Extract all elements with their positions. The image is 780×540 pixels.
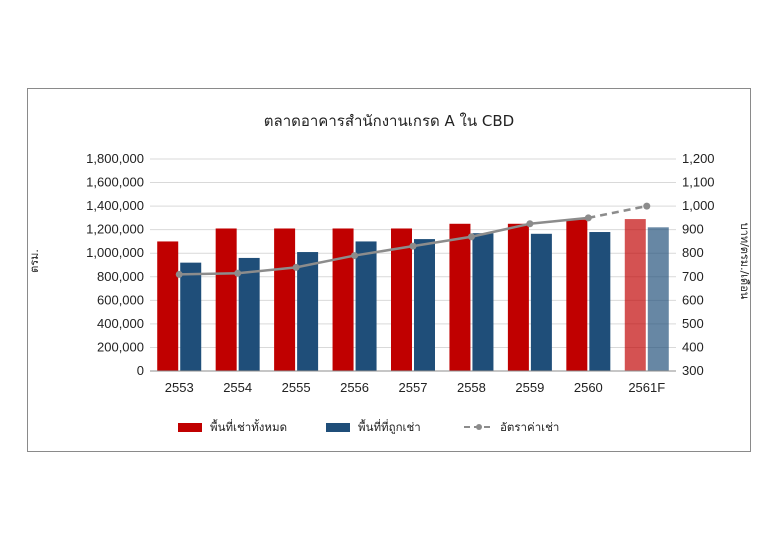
chart-frame: ตลาดอาคารสำนักงานเกรด A ใน CBD 0 200,000 4… <box>27 88 751 452</box>
rent-line-solid <box>179 216 589 276</box>
bar-total-area <box>274 228 296 371</box>
rent-point <box>584 214 592 222</box>
x-tick-label: 2557 <box>399 380 428 395</box>
bar-total-area <box>624 219 646 371</box>
y2-tick-label: 300 <box>682 363 704 378</box>
y2-tick-label: 1,100 <box>682 175 715 190</box>
bar-total-area <box>566 219 588 371</box>
x-tick-label: 2555 <box>282 380 311 395</box>
y-axis-label: ตรม. <box>28 249 41 273</box>
rent-point <box>234 269 242 277</box>
bar-leased-area <box>472 233 494 371</box>
bar-total-area <box>391 228 412 371</box>
y2-tick-label: 600 <box>682 292 704 307</box>
bar-leased-area <box>355 241 377 371</box>
y-tick-label: 600,000 <box>97 292 144 307</box>
rent-point <box>467 233 475 241</box>
y2-axis-label: บาท/ตรม./เดือน <box>738 223 750 300</box>
bar-total-area <box>215 228 237 371</box>
legend-swatch <box>326 423 350 432</box>
x-tick-label: 2553 <box>165 380 194 395</box>
rent-point <box>409 242 417 250</box>
bar-leased-area <box>589 232 611 371</box>
bar-leased-area <box>297 252 319 371</box>
legend: พื้นที่เช่าทั้งหมด พื้นที่ที่ถูกเช่า อัตรา… <box>178 419 559 434</box>
bar-total-area <box>449 223 471 371</box>
y2-tick-label: 400 <box>682 339 704 354</box>
y-tick-label: 200,000 <box>97 339 144 354</box>
y2-tick-label: 800 <box>682 245 704 260</box>
bars <box>157 219 669 371</box>
x-tick-label: 2559 <box>515 380 544 395</box>
legend-swatch <box>178 423 202 432</box>
y2-tick-label: 900 <box>682 222 704 237</box>
bar-total-area <box>332 228 354 371</box>
y-tick-label: 0 <box>137 363 144 378</box>
y2-tick-label: 700 <box>682 269 704 284</box>
chart: ตลาดอาคารสำนักงานเกรด A ใน CBD 0 200,000 4… <box>28 112 750 434</box>
bar-total-area <box>157 241 179 371</box>
x-tick-label: 2558 <box>457 380 486 395</box>
x-tick-label: 2561F <box>628 380 665 395</box>
bar-leased-area <box>647 227 669 371</box>
x-tick-label: 2556 <box>340 380 369 395</box>
y-tick-label: 1,200,000 <box>86 222 144 237</box>
y2-tick-label: 1,200 <box>682 151 715 166</box>
chart-title: ตลาดอาคารสำนักงานเกรด A ใน CBD <box>264 112 514 130</box>
y-tick-label: 1,000,000 <box>86 245 144 260</box>
x-tick-label: 2554 <box>223 380 252 395</box>
legend-label: พื้นที่ที่ถูกเช่า <box>358 419 421 434</box>
rent-point <box>292 263 300 271</box>
y2-tick-label: 500 <box>682 316 704 331</box>
x-tick-label: 2560 <box>574 380 603 395</box>
bar-leased-area <box>180 262 202 371</box>
rent-point <box>526 220 534 228</box>
rent-point <box>643 202 651 210</box>
y-tick-label: 1,600,000 <box>86 175 144 190</box>
rent-line <box>175 202 651 278</box>
y-tick-label: 400,000 <box>97 316 144 331</box>
legend-label: พื้นที่เช่าทั้งหมด <box>210 419 287 434</box>
rent-point <box>175 270 183 278</box>
y-tick-label: 800,000 <box>97 269 144 284</box>
bar-leased-area <box>238 257 260 371</box>
y2-tick-label: 1,000 <box>682 198 715 213</box>
bar-leased-area <box>414 239 435 371</box>
bar-total-area <box>507 223 529 371</box>
rent-point <box>351 252 359 260</box>
rent-line-forecast <box>588 204 648 220</box>
y-tick-label: 1,400,000 <box>86 198 144 213</box>
legend-label: อัตราค่าเช่า <box>500 420 559 434</box>
legend-marker <box>476 424 482 430</box>
axes: 0 200,000 400,000 600,000 800,000 1,000,000 1,… <box>86 151 714 395</box>
gridlines <box>150 158 676 348</box>
bar-leased-area <box>530 233 552 371</box>
y-tick-label: 1,800,000 <box>86 151 144 166</box>
